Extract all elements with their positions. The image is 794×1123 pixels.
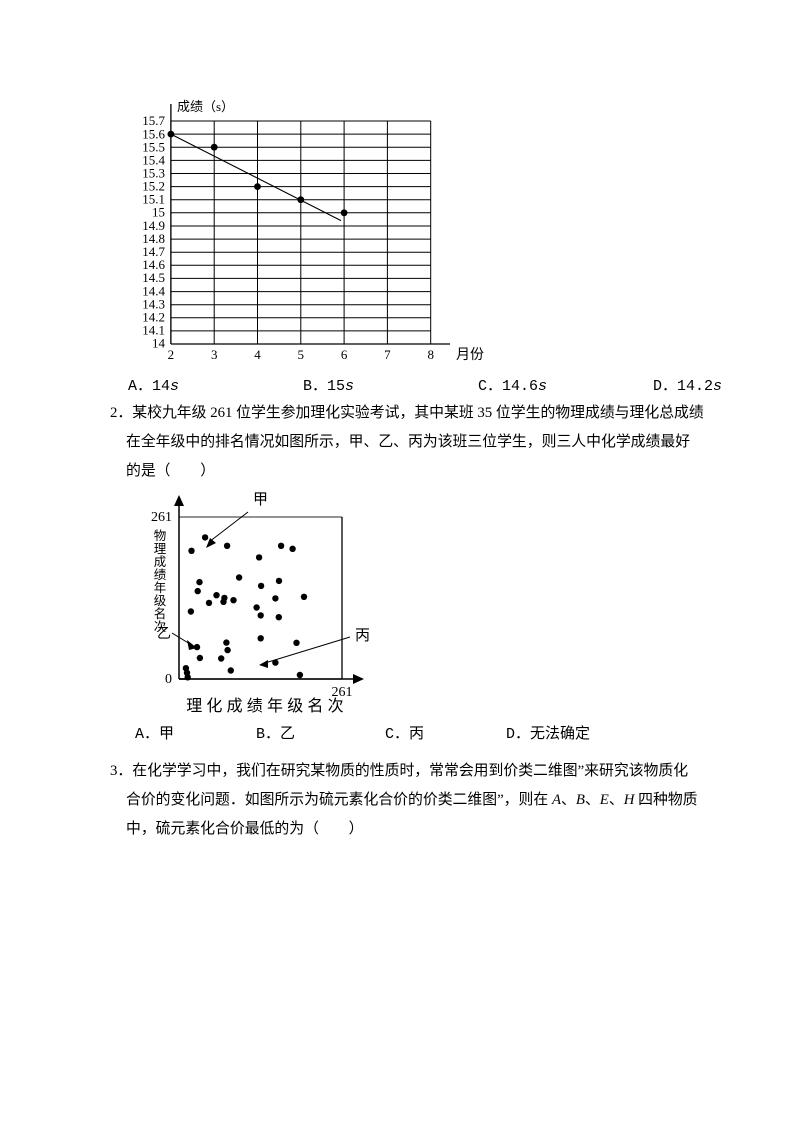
svg-text:理: 理	[154, 542, 167, 556]
svg-text:次: 次	[154, 620, 167, 634]
svg-text:成绩（s）: 成绩（s）	[177, 99, 234, 114]
svg-text:年: 年	[154, 581, 167, 595]
svg-text:6: 6	[341, 347, 348, 362]
svg-text:14: 14	[152, 336, 166, 351]
svg-text:7: 7	[384, 347, 391, 362]
svg-text:丙: 丙	[355, 628, 370, 644]
svg-text:5: 5	[298, 347, 305, 362]
svg-text:理化成绩年级名次: 理化成绩年级名次	[186, 697, 348, 715]
svg-text:3: 3	[211, 347, 218, 362]
svg-text:名: 名	[154, 606, 167, 621]
svg-text:8: 8	[427, 347, 434, 362]
svg-text:月份: 月份	[456, 347, 484, 363]
svg-text:物: 物	[154, 529, 167, 543]
svg-text:成: 成	[154, 555, 167, 569]
svg-text:261: 261	[151, 510, 172, 525]
svg-text:绩: 绩	[154, 568, 167, 582]
svg-text:0: 0	[165, 672, 172, 687]
svg-text:2: 2	[168, 347, 175, 362]
svg-text:甲: 甲	[253, 492, 268, 508]
svg-text:4: 4	[254, 347, 261, 362]
svg-text:级: 级	[154, 594, 167, 608]
